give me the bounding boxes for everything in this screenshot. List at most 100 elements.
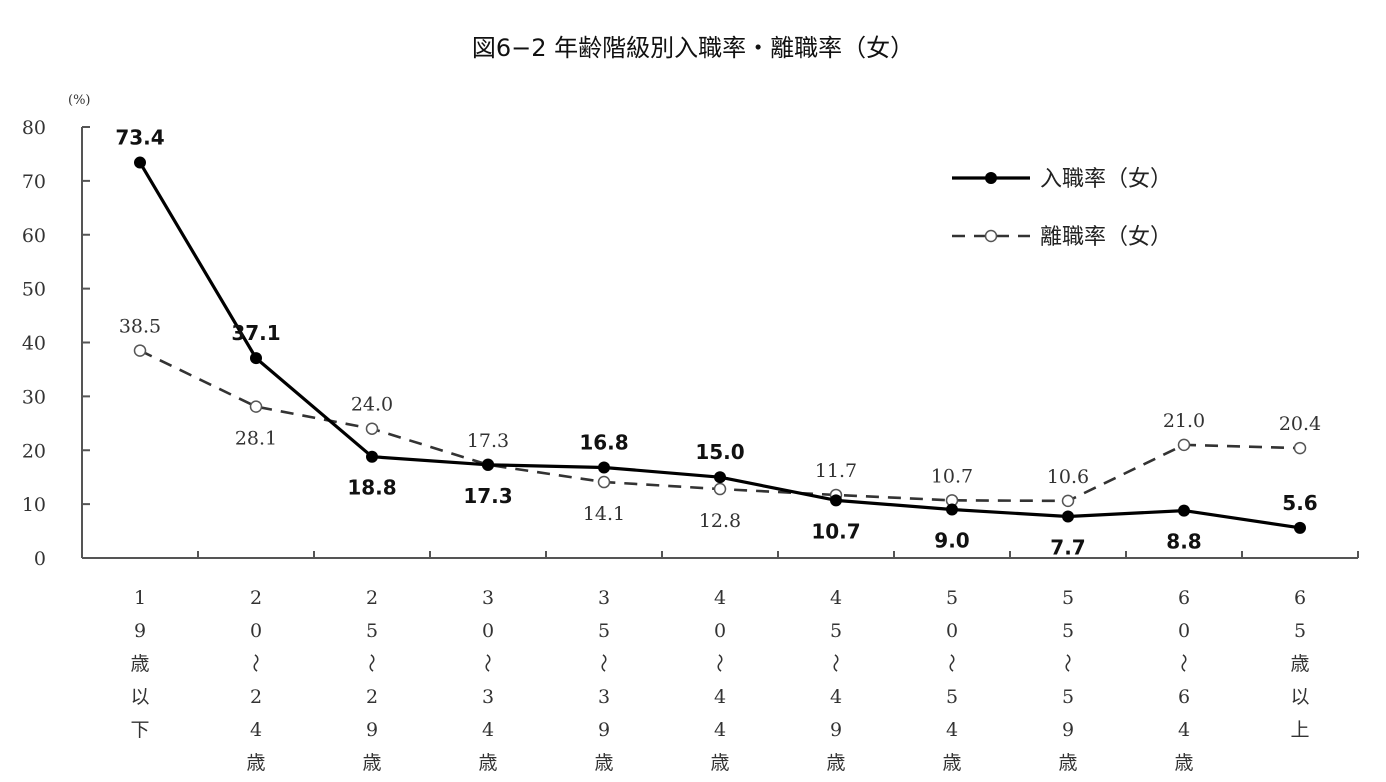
y-tick-label: 40 [22, 333, 46, 355]
svg-text:6: 6 [1178, 686, 1190, 708]
data-point [1062, 510, 1074, 523]
data-point [133, 344, 147, 357]
hiring-value-label: 15.0 [695, 440, 744, 464]
svg-text:2: 2 [250, 686, 262, 708]
svg-text:歳: 歳 [826, 752, 845, 774]
data-point [946, 503, 958, 516]
svg-text:上: 上 [1290, 719, 1309, 741]
separation-value-label: 10.7 [931, 465, 973, 487]
svg-text:〜: 〜 [360, 653, 382, 672]
y-tick-label: 70 [22, 171, 46, 193]
svg-text:9: 9 [134, 620, 146, 642]
separation-value-label: 11.7 [815, 460, 857, 482]
svg-text:歳: 歳 [246, 752, 265, 774]
svg-text:4: 4 [1178, 719, 1190, 741]
separation-value-label: 17.3 [467, 430, 509, 452]
svg-text:歳: 歳 [1290, 653, 1309, 675]
svg-text:0: 0 [1178, 620, 1190, 642]
legend-item-separation: 離職率（女） [952, 225, 1172, 250]
svg-text:9: 9 [598, 719, 610, 741]
svg-text:9: 9 [830, 719, 842, 741]
x-category-label: 1 9 歳以下 [130, 587, 149, 741]
separation-value-label: 38.5 [119, 316, 161, 338]
data-point [1177, 438, 1191, 452]
svg-text:4: 4 [714, 587, 726, 609]
svg-text:〜: 〜 [1172, 653, 1194, 672]
svg-text:〜: 〜 [592, 653, 614, 672]
hiring-value-label: 18.8 [347, 476, 396, 500]
y-tick-label: 10 [22, 494, 46, 516]
svg-text:5: 5 [946, 587, 958, 609]
data-point [1178, 504, 1190, 517]
x-category-label: 6 0 〜 6 4 歳 [1172, 587, 1194, 774]
separation-value-label: 14.1 [583, 503, 625, 525]
svg-text:歳: 歳 [710, 752, 729, 774]
data-point [597, 475, 611, 489]
x-category-label: 2 0 〜 2 4 歳 [244, 587, 266, 774]
data-point [1294, 521, 1306, 534]
svg-text:3: 3 [598, 587, 610, 609]
svg-text:5: 5 [1062, 620, 1074, 642]
hiring-value-label: 16.8 [579, 430, 628, 454]
svg-text:5: 5 [1062, 587, 1074, 609]
svg-text:歳: 歳 [478, 752, 497, 774]
data-point [1293, 441, 1307, 455]
svg-text:9: 9 [1062, 719, 1074, 741]
data-point [713, 482, 727, 496]
x-category-label: 6 5 歳以上 [1290, 587, 1309, 741]
separation-value-label: 12.8 [699, 510, 741, 532]
svg-text:0: 0 [482, 620, 494, 642]
svg-text:歳: 歳 [942, 752, 961, 774]
svg-text:4: 4 [946, 719, 958, 741]
svg-text:0: 0 [250, 620, 262, 642]
svg-text:〜: 〜 [1056, 653, 1078, 672]
data-labels: 73.4 37.1 18.8 17.3 16.8 15.0 10.7 9.0 7.7 8.8 5.6… [115, 126, 1321, 560]
hiring-value-label: 73.4 [115, 126, 164, 150]
y-tick-label: 0 [34, 548, 46, 570]
svg-text:4: 4 [250, 719, 262, 741]
separation-value-label: 20.4 [1279, 413, 1321, 435]
data-point [250, 352, 262, 365]
hiring-value-label: 7.7 [1050, 536, 1085, 560]
y-tick-label: 30 [22, 386, 46, 408]
x-category-label: 2 5 〜 2 9 歳 [360, 587, 382, 774]
svg-text:離職率（女）: 離職率（女） [1040, 225, 1172, 250]
data-point [830, 494, 842, 507]
svg-text:以: 以 [130, 686, 149, 708]
svg-text:3: 3 [598, 686, 610, 708]
svg-text:4: 4 [482, 719, 494, 741]
separation-value-label: 10.6 [1047, 466, 1089, 488]
svg-text:6: 6 [1294, 587, 1306, 609]
svg-text:歳: 歳 [1058, 752, 1077, 774]
data-point [714, 471, 726, 484]
data-point [365, 422, 379, 435]
separation-value-label: 28.1 [235, 428, 277, 450]
data-point [366, 450, 378, 463]
svg-text:2: 2 [366, 686, 378, 708]
y-tick-label: 80 [22, 117, 46, 139]
series-hiring-rate [134, 156, 1306, 534]
svg-text:0: 0 [714, 620, 726, 642]
hiring-value-label: 37.1 [231, 321, 280, 345]
axes: 01020304050607080(%)19歳以下20〜24歳25〜29歳30〜… [22, 93, 1359, 774]
svg-text:入職率（女）: 入職率（女） [1040, 167, 1172, 192]
x-category-label: 5 0 〜 5 4 歳 [940, 587, 962, 774]
svg-text:〜: 〜 [708, 653, 730, 672]
hiring-value-label: 8.8 [1166, 530, 1201, 554]
svg-text:5: 5 [830, 620, 842, 642]
svg-text:9: 9 [366, 719, 378, 741]
hiring-value-label: 9.0 [934, 529, 969, 553]
svg-text:4: 4 [714, 686, 726, 708]
svg-text:4: 4 [714, 719, 726, 741]
data-point [249, 400, 263, 413]
x-category-label: 5 5 〜 5 9 歳 [1056, 587, 1078, 774]
data-point [1061, 494, 1075, 508]
separation-value-label: 21.0 [1163, 410, 1205, 432]
svg-text:〜: 〜 [244, 653, 266, 672]
y-unit-label: (%) [68, 93, 91, 108]
x-category-label: 3 5 〜 3 9 歳 [592, 587, 614, 774]
legend: 入職率（女） 離職率（女） [952, 167, 1172, 250]
series-layer [133, 156, 1307, 534]
svg-text:2: 2 [366, 587, 378, 609]
